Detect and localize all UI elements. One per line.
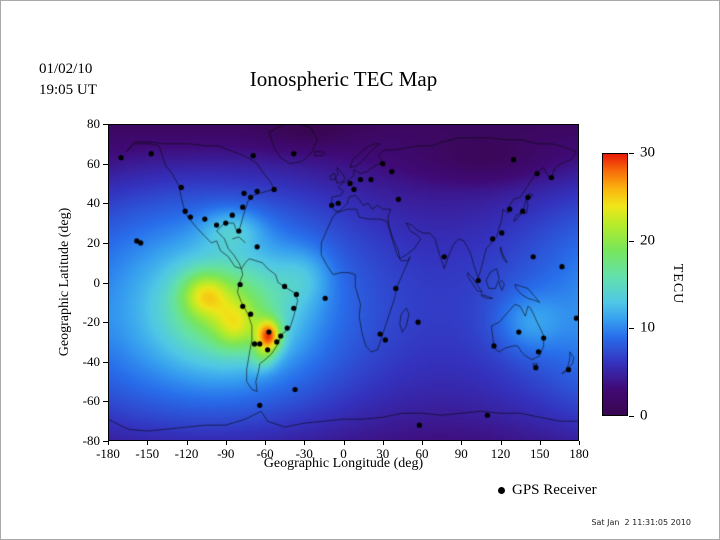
- gps-receiver-dot-icon: [498, 487, 505, 494]
- y-tick-label: -60: [82, 393, 100, 409]
- colorbar-tick-label: 30: [640, 144, 655, 161]
- x-tick-mark: [225, 441, 227, 445]
- y-tick-label: 60: [87, 155, 100, 171]
- y-tick-mark: [103, 282, 108, 284]
- y-tick-mark: [103, 401, 108, 403]
- y-tick-label: 80: [87, 116, 100, 131]
- x-tick-label: 120: [490, 446, 511, 461]
- x-tick-label: -90: [217, 446, 235, 461]
- date-line1: 01/02/10: [39, 61, 93, 77]
- x-tick-label: -180: [96, 446, 120, 461]
- x-tick-mark: [147, 441, 149, 445]
- x-tick-label: -150: [135, 446, 160, 461]
- y-tick-mark: [103, 322, 108, 324]
- tec-heatmap-canvas: [108, 124, 579, 441]
- y-tick-mark: [103, 163, 108, 165]
- y-tick-label: -80: [82, 433, 100, 448]
- colorbar-tick-mark: [629, 153, 634, 154]
- x-tick-mark: [343, 441, 345, 445]
- gps-receiver-legend: GPS Receiver: [498, 482, 597, 499]
- y-tick-mark: [103, 242, 108, 244]
- x-tick-label: 60: [415, 446, 429, 461]
- x-tick-mark: [186, 441, 188, 445]
- colorbar-tick-label: 20: [640, 232, 655, 249]
- colorbar-tick-mark: [629, 240, 634, 242]
- y-tick-label: 20: [87, 234, 100, 250]
- x-tick-mark: [539, 441, 541, 445]
- x-tick-mark: [265, 441, 266, 445]
- colorbar-units-label: TECU: [670, 263, 685, 305]
- y-tick-mark: [103, 361, 108, 363]
- x-tick-mark: [579, 441, 580, 445]
- x-tick-label: 150: [530, 446, 550, 461]
- page-title: Ionospheric TEC Map: [249, 67, 438, 91]
- y-tick-label: 40: [87, 195, 100, 211]
- x-tick-label: 0: [340, 446, 347, 461]
- x-tick-label: 90: [454, 446, 468, 461]
- x-tick-label: -60: [256, 446, 274, 461]
- y-axis-label: Geographic Latitude (deg): [57, 207, 72, 357]
- colorbar-gradient: [602, 153, 628, 416]
- colorbar: 0 10 20 30: [602, 145, 655, 424]
- colorbar-tick-mark: [629, 328, 634, 330]
- x-tick-label: 180: [569, 446, 589, 461]
- x-tick-label: 30: [376, 446, 390, 461]
- y-tick-mark: [103, 124, 108, 125]
- y-tick-mark: [103, 203, 108, 205]
- date-label: 01/02/10 19:05 UT: [39, 59, 97, 101]
- y-tick-mark: [103, 441, 108, 442]
- x-tick-mark: [422, 441, 423, 445]
- x-tick-label: -30: [295, 446, 313, 461]
- plot-area: -180 -150 -120 -90 -60 -30 0 30 60 90 120 150 180 80…: [83, 116, 589, 461]
- y-tick-label: 0: [93, 274, 101, 290]
- x-axis-label: Geographic Longitude (deg): [263, 456, 424, 471]
- date-line2: 19:05 UT: [39, 82, 97, 98]
- x-tick-mark: [304, 441, 306, 445]
- colorbar-tick-label: 10: [640, 319, 655, 336]
- gps-receiver-legend-label: GPS Receiver: [512, 482, 597, 498]
- x-tick-label: -120: [174, 446, 199, 461]
- x-tick-mark: [382, 441, 384, 445]
- y-tick-label: -20: [82, 314, 100, 330]
- colorbar-tick-mark: [629, 416, 634, 417]
- creation-timestamp: Sat Jan 2 11:31:05 2010: [591, 518, 691, 527]
- x-tick-mark: [500, 441, 502, 445]
- colorbar-tick-label: 0: [640, 407, 648, 424]
- y-tick-label: -40: [82, 353, 100, 369]
- x-tick-mark: [108, 441, 109, 445]
- x-tick-mark: [461, 441, 463, 445]
